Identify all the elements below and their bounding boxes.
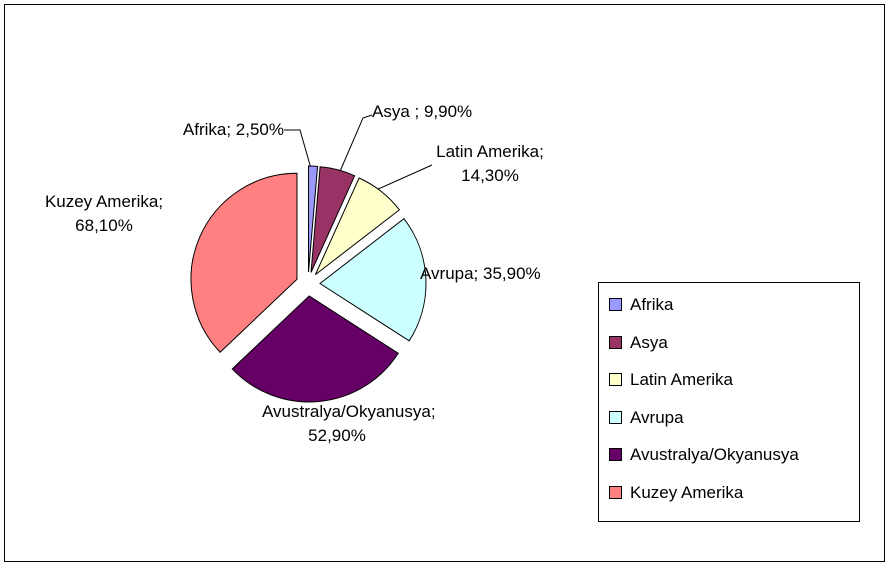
legend-item: Asya xyxy=(609,331,668,355)
data-label: Latin Amerika; 14,30% xyxy=(436,142,544,185)
legend-swatch xyxy=(609,485,622,499)
leader-line xyxy=(375,164,433,191)
legend-label: Latin Amerika xyxy=(630,370,733,389)
legend-item: Avustralya/Okyanusya xyxy=(609,443,799,467)
legend-item: Avrupa xyxy=(609,406,684,430)
legend-item: Afrika xyxy=(609,293,673,317)
legend-swatch xyxy=(609,373,622,386)
data-label: Afrika; 2,50% xyxy=(182,120,284,139)
pie-slice xyxy=(308,165,319,273)
data-label: Avustralya/Okyanusya; 52,90% xyxy=(262,402,436,445)
legend-item: Latin Amerika xyxy=(609,368,733,392)
legend-swatch xyxy=(609,410,622,424)
pie-slice xyxy=(314,177,401,275)
leader-line xyxy=(337,114,373,177)
legend: Afrika Asya Latin Amerika Avrupa Avustralya/… xyxy=(598,282,860,522)
chart-border xyxy=(4,4,885,562)
legend-label: Asya xyxy=(630,332,668,352)
legend-swatch xyxy=(609,298,622,311)
pie-slice xyxy=(190,172,298,353)
leader-line xyxy=(284,129,313,173)
legend-item: Kuzey Amerika xyxy=(609,481,743,505)
pie-slice xyxy=(319,218,427,342)
legend-label: Avustralya/Okyanusya xyxy=(630,445,799,464)
legend-label: Avrupa xyxy=(630,407,684,427)
pie-slice xyxy=(310,166,356,273)
data-label: Asya ; 9,90% xyxy=(372,102,473,121)
data-label: Avrupa; 35,90% xyxy=(420,264,541,283)
legend-label: Afrika xyxy=(630,295,674,314)
legend-swatch xyxy=(609,448,622,461)
legend-label: Kuzey Amerika xyxy=(630,482,744,502)
pie-slice xyxy=(231,295,399,403)
data-label: Kuzey Amerika; 68,10% xyxy=(44,192,164,235)
legend-swatch xyxy=(609,335,622,349)
